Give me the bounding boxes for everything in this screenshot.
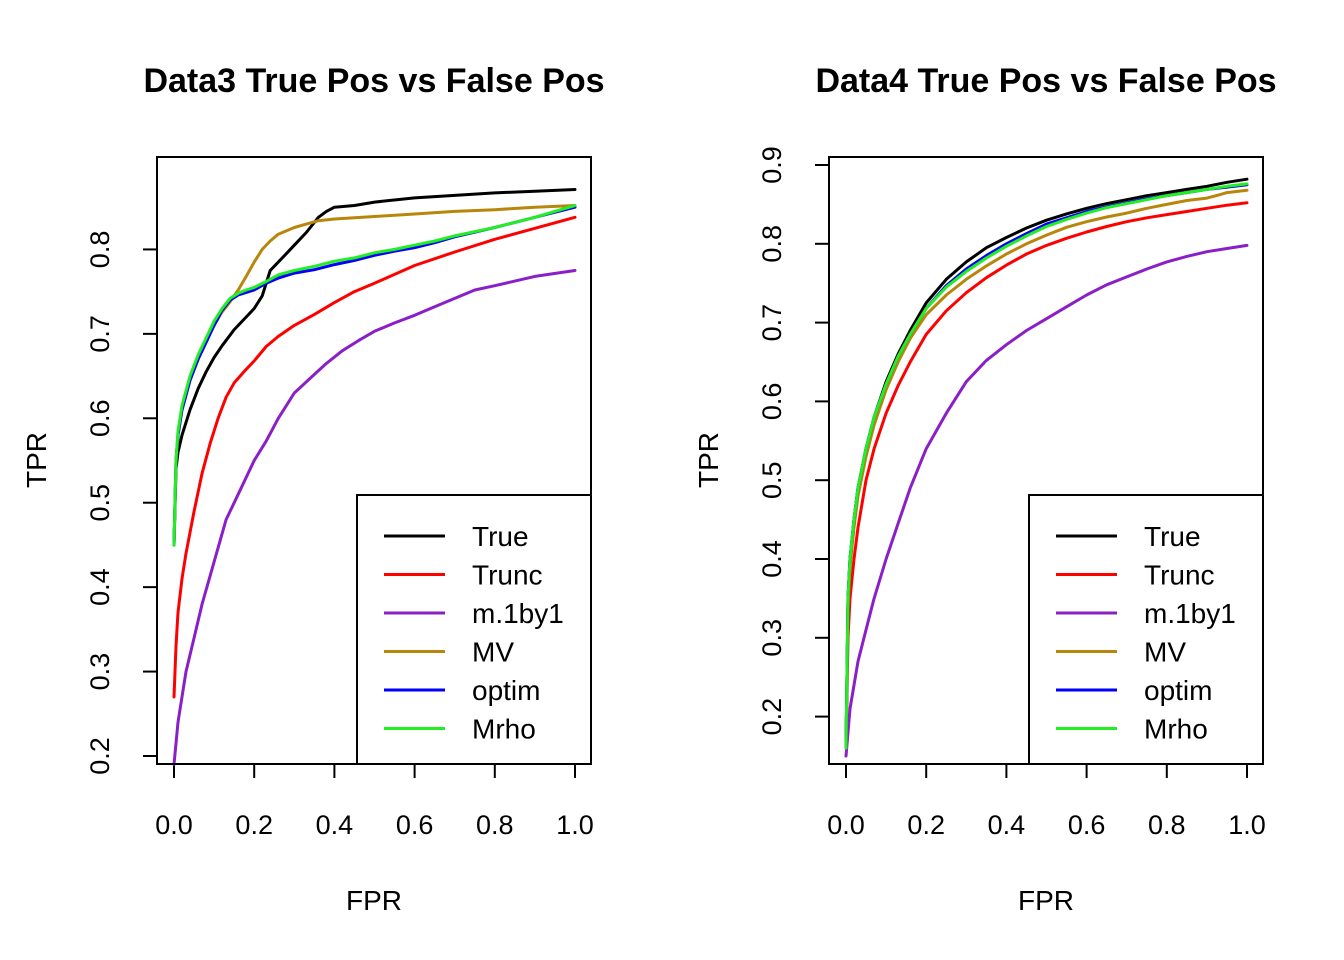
chart-title: Data4 True Pos vs False Pos bbox=[815, 62, 1276, 100]
series-layer bbox=[844, 177, 1249, 758]
legend-box bbox=[1028, 494, 1264, 765]
legend-label: MV bbox=[1144, 637, 1186, 668]
x-tick-label: 0.2 bbox=[235, 810, 273, 840]
chart-title: Data3 True Pos vs False Pos bbox=[143, 62, 604, 100]
series-line-m-1by1 bbox=[844, 243, 1249, 758]
series-line-mrho bbox=[172, 204, 577, 547]
x-tick-label: 0.8 bbox=[476, 810, 514, 840]
legend-label: True bbox=[472, 521, 529, 552]
series-line-mrho bbox=[844, 182, 1249, 750]
y-tick-label: 0.7 bbox=[757, 304, 787, 342]
chart-panel-data3: Data3 True Pos vs False Pos FPR TPR 0.0 0… bbox=[21, 62, 605, 916]
legend-label: Mrho bbox=[1144, 714, 1208, 745]
y-tick-label: 0.8 bbox=[757, 225, 787, 263]
y-tick-label: 0.6 bbox=[85, 400, 115, 438]
y-axis-label: TPR bbox=[21, 432, 52, 488]
x-tick-label: 1.0 bbox=[1228, 810, 1266, 840]
legend-label: optim bbox=[472, 675, 540, 706]
legend: True Trunc m.1by1 MV optim Mrho bbox=[356, 494, 592, 765]
x-tick-label: 0.2 bbox=[907, 810, 945, 840]
x-tick-label: 0.6 bbox=[396, 810, 434, 840]
legend: True Trunc m.1by1 MV optim Mrho bbox=[1028, 494, 1264, 765]
series-line-mv bbox=[844, 188, 1249, 750]
y-tick-label: 0.6 bbox=[757, 383, 787, 421]
series-line-true bbox=[172, 188, 577, 547]
y-tick-label: 0.3 bbox=[85, 653, 115, 691]
x-tick-label: 0.0 bbox=[155, 810, 193, 840]
x-tick-label: 0.0 bbox=[827, 810, 865, 840]
y-tick-label: 0.4 bbox=[757, 540, 787, 578]
series-layer bbox=[172, 188, 577, 766]
x-tick-label: 1.0 bbox=[556, 810, 594, 840]
legend-label: True bbox=[1144, 521, 1201, 552]
legend-label: Mrho bbox=[472, 714, 536, 745]
y-tick-label: 0.5 bbox=[757, 461, 787, 499]
legend-label: optim bbox=[1144, 675, 1212, 706]
legend-label: Trunc bbox=[1144, 560, 1215, 591]
y-tick-label: 0.2 bbox=[757, 698, 787, 736]
y-tick-label: 0.8 bbox=[85, 231, 115, 269]
y-tick-label: 0.4 bbox=[85, 568, 115, 606]
y-tick-label: 0.2 bbox=[85, 737, 115, 775]
x-axis-label: FPR bbox=[1018, 885, 1074, 916]
series-line-trunc bbox=[844, 201, 1249, 750]
y-tick-label: 0.3 bbox=[757, 619, 787, 657]
y-tick-label: 0.9 bbox=[757, 146, 787, 184]
series-line-optim bbox=[172, 205, 577, 547]
y-tick-label: 0.7 bbox=[85, 315, 115, 353]
legend-label: MV bbox=[472, 637, 514, 668]
series-line-m-1by1 bbox=[172, 269, 577, 766]
y-tick-label: 0.5 bbox=[85, 484, 115, 522]
y-axis: 0.2 0.3 0.4 0.5 0.6 0.7 0.8 0.9 bbox=[757, 146, 830, 736]
series-line-trunc bbox=[172, 215, 577, 699]
legend-box bbox=[356, 494, 592, 765]
legend-label: m.1by1 bbox=[472, 598, 564, 629]
y-axis-label: TPR bbox=[693, 432, 724, 488]
x-tick-label: 0.6 bbox=[1068, 810, 1106, 840]
legend-label: m.1by1 bbox=[1144, 598, 1236, 629]
x-tick-label: 0.8 bbox=[1148, 810, 1186, 840]
x-axis-label: FPR bbox=[346, 885, 402, 916]
legend-label: Trunc bbox=[472, 560, 543, 591]
x-tick-label: 0.4 bbox=[316, 810, 354, 840]
chart-panel-data4: Data4 True Pos vs False Pos FPR TPR 0.0 0… bbox=[693, 62, 1277, 916]
x-tick-label: 0.4 bbox=[988, 810, 1026, 840]
